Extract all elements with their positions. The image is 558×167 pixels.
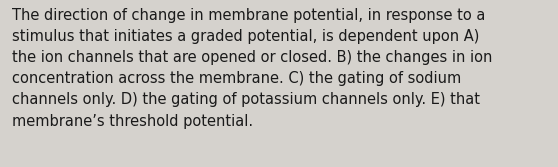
Text: The direction of change in membrane potential, in response to a
stimulus that in: The direction of change in membrane pote… xyxy=(12,8,493,129)
